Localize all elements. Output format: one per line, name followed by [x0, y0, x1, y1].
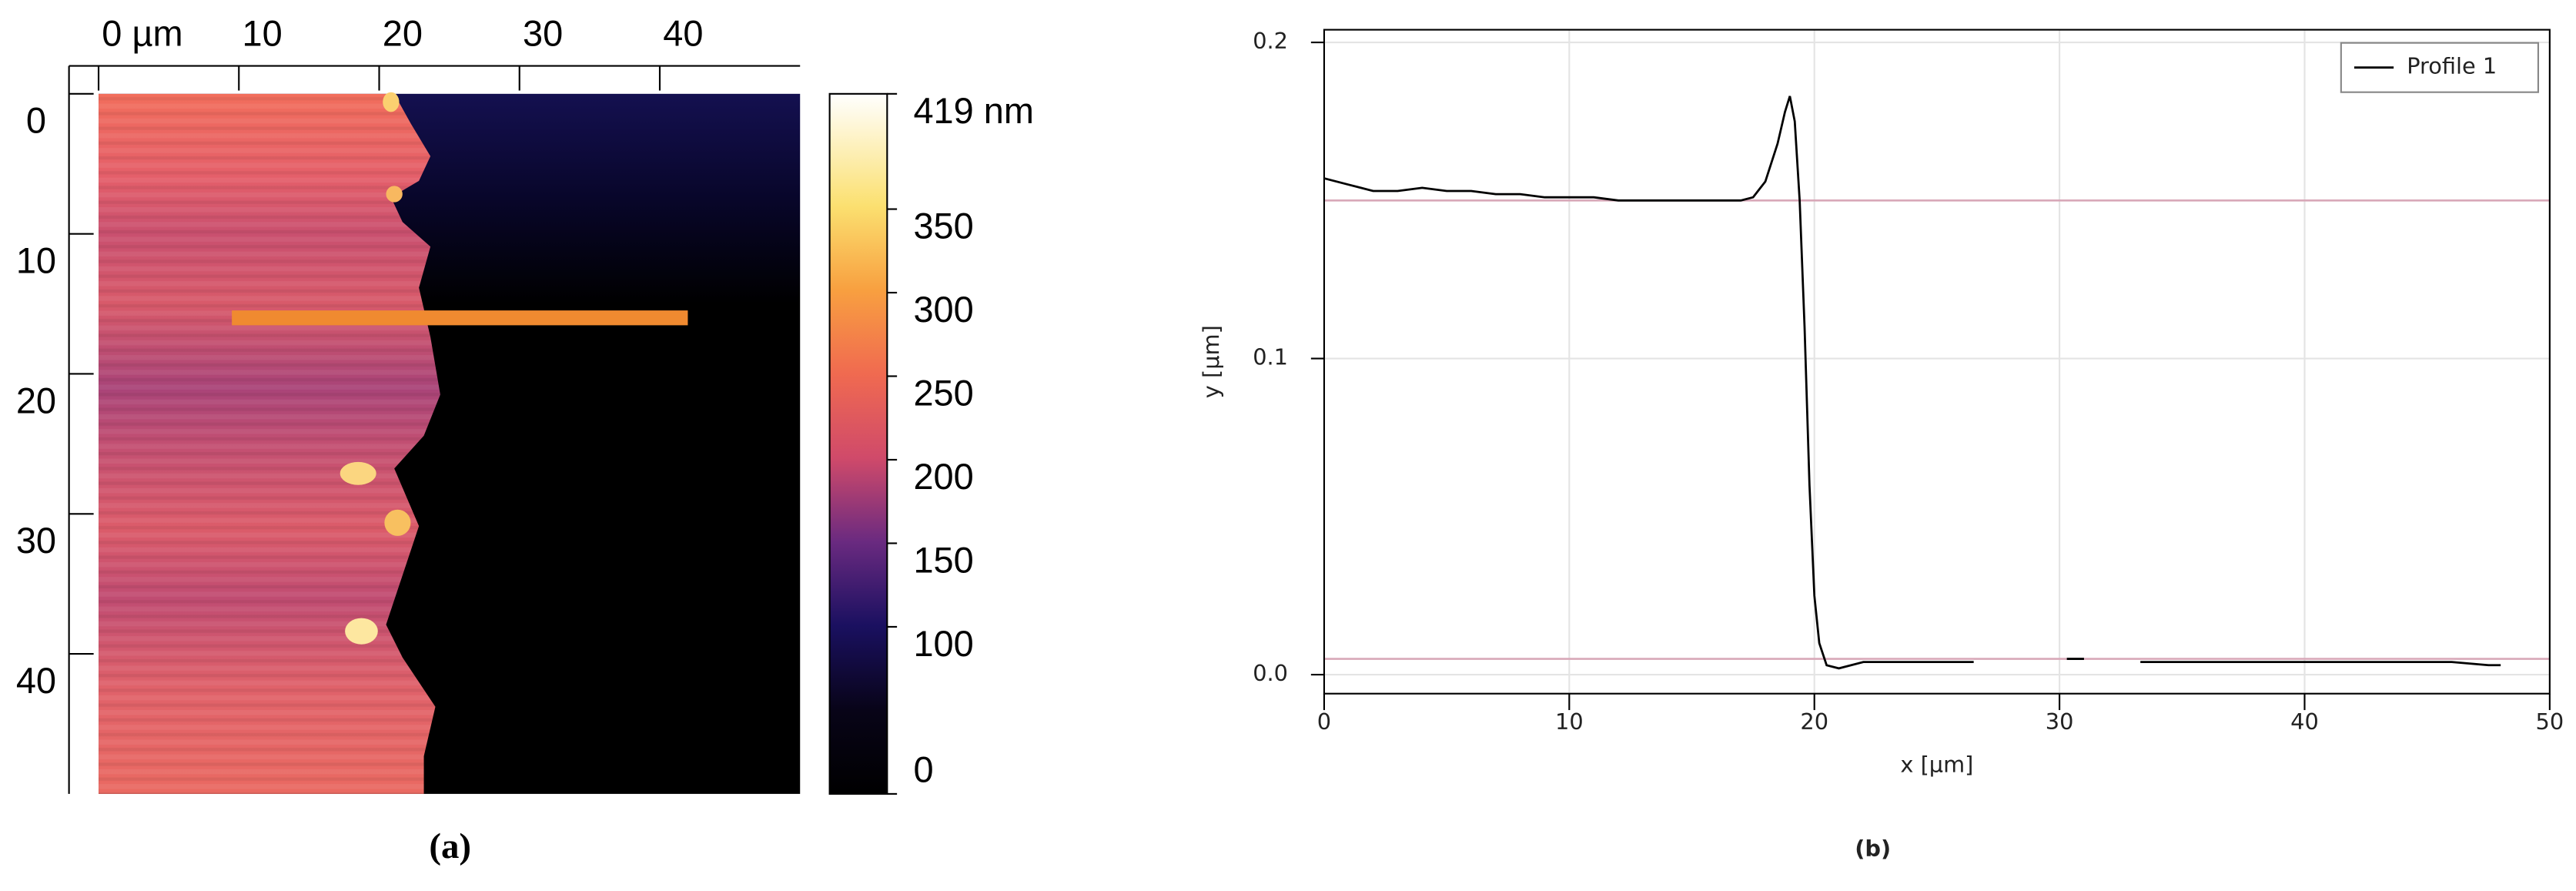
y-axis-label: y [µm]: [1198, 325, 1224, 398]
afm-texture: [99, 93, 440, 794]
colorbar-tick-label: 350: [913, 206, 973, 246]
plot-area: [1323, 29, 2550, 694]
panel-b: (b) 0 10 20 30 40 50 0.0 0.1 0.2 x [µm] y [µm] Prof…: [1198, 28, 2564, 861]
colorbar-tick-label: 0: [913, 750, 933, 790]
bright-spot: [345, 618, 378, 645]
y-tick-label: 10: [16, 240, 56, 280]
x-tick-label: 40: [2290, 708, 2319, 735]
y-tick-label: 0: [26, 101, 46, 141]
colorbar-tick-label: 200: [913, 457, 973, 497]
y-tick-label: 0.2: [1253, 28, 1288, 54]
panel-label: (a): [429, 826, 471, 866]
x-tick-label: 10: [1555, 708, 1584, 735]
bright-spot: [386, 186, 403, 203]
y-tick-label: 30: [16, 521, 56, 561]
x-tick-label: 10: [243, 14, 283, 54]
x-tick-label: 40: [663, 14, 703, 54]
x-tick-label: 20: [383, 14, 423, 54]
x-tick-label: 30: [523, 14, 563, 54]
panel-label: (b): [1855, 835, 1891, 861]
y-tick-label: 0.0: [1253, 660, 1288, 686]
y-tick-label: 20: [16, 380, 56, 420]
panel-a: (a) 0 µm 10 20 30 40 0 10 20 30 40 419 nm 350 300 250…: [16, 14, 1034, 867]
bright-spot: [340, 461, 376, 485]
bright-spot: [384, 509, 411, 536]
x-tick-label: 20: [1800, 708, 1828, 735]
legend-label: Profile 1: [2407, 53, 2497, 79]
colorbar: [828, 92, 888, 795]
colorbar-tick-label: 100: [913, 624, 973, 664]
x-tick-label: 0 µm: [102, 14, 182, 54]
colorbar-tick-label: 150: [913, 540, 973, 580]
y-tick-label: 0.1: [1253, 344, 1288, 370]
profile-line: [1323, 95, 2501, 670]
colorbar-tick-label: 300: [913, 290, 973, 330]
plot-frame: [1323, 28, 2551, 695]
y-tick-label: 40: [16, 661, 56, 701]
bright-spot: [383, 92, 400, 112]
x-tick-label: 0: [1317, 708, 1331, 735]
colorbar-tick-label: 419 nm: [913, 91, 1034, 131]
x-tick-label: 50: [2536, 708, 2564, 735]
colorbar-tick-label: 250: [913, 373, 973, 414]
x-tick-label: 30: [2046, 708, 2074, 735]
x-axis-label: x [µm]: [1900, 752, 1973, 778]
